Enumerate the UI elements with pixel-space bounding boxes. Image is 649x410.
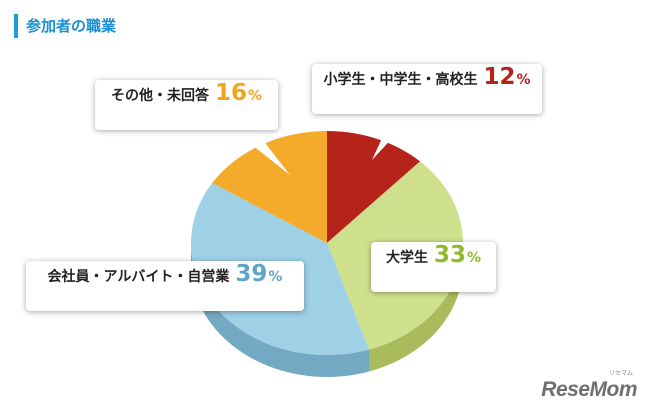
callout-other: その他・未回答 16 %: [95, 80, 278, 130]
callout-pointer: [228, 126, 290, 175]
pie-slice: [212, 131, 327, 243]
slice-label: 会社員・アルバイト・自営業: [47, 269, 230, 285]
resemom-logo: ReseMom: [541, 378, 637, 401]
callout-worker: 会社員・アルバイト・自営業 39 %: [26, 261, 304, 311]
slice-value: 12: [483, 64, 516, 90]
callout-elementary-highschool: 小学生・中学生・高校生 12 %: [312, 64, 542, 114]
pie-slice-side: [369, 243, 463, 372]
percent-sign: %: [268, 269, 283, 285]
percent-sign: %: [247, 88, 263, 104]
chart-title: 参加者の職業: [26, 17, 117, 35]
logo-subtext: リセマム: [608, 370, 633, 377]
slice-value: 16: [214, 80, 247, 106]
slice-label: その他・未回答: [110, 88, 209, 104]
percent-sign: %: [516, 72, 531, 88]
pie-slice-side: [191, 243, 370, 377]
percent-sign: %: [466, 250, 482, 266]
pie-slice: [327, 131, 421, 243]
slice-label: 小学生・中学生・高校生: [323, 72, 478, 88]
slice-label: 大学生: [385, 250, 428, 266]
callout-university: 大学生 33 %: [371, 242, 496, 292]
slice-value: 39: [235, 261, 268, 287]
callout-pointer: [372, 110, 418, 160]
title-accent-bar: [14, 14, 18, 38]
slice-value: 33: [433, 242, 466, 268]
